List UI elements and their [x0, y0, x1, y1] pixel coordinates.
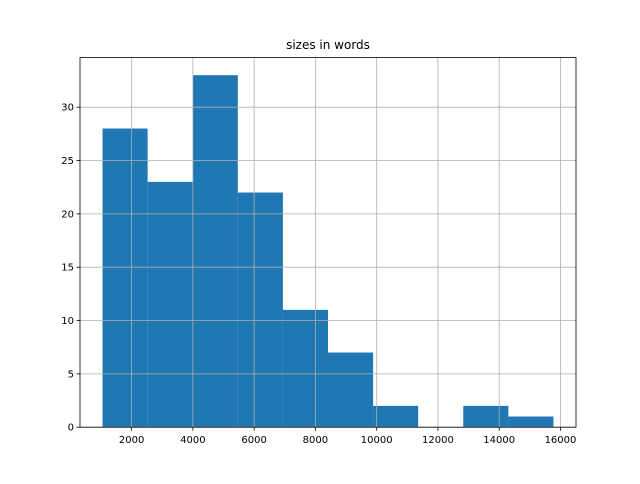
x-tick-label: 14000 [483, 435, 515, 446]
x-tick-label: 10000 [361, 435, 393, 446]
x-tick-label: 4000 [180, 435, 205, 446]
bar [508, 416, 554, 428]
chart-title: sizes in words [286, 38, 370, 52]
bar [282, 309, 328, 428]
y-tick-label: 15 [61, 263, 74, 274]
bar [328, 352, 374, 428]
x-tick-label: 6000 [241, 435, 266, 446]
y-tick-label: 10 [61, 316, 74, 327]
x-tick-label: 2000 [119, 435, 144, 446]
bar [463, 405, 509, 428]
x-tick-label: 8000 [303, 435, 328, 446]
y-tick-label: 30 [61, 103, 74, 114]
y-tick-label: 20 [61, 209, 74, 220]
axes-frame [79, 57, 577, 428]
y-tick-label: 0 [68, 423, 74, 434]
bar [373, 405, 419, 428]
bar [147, 181, 193, 428]
bar [102, 128, 148, 428]
y-tick-label: 25 [61, 156, 74, 167]
y-tick-label: 5 [68, 369, 74, 380]
bar [192, 75, 238, 428]
bar [237, 192, 283, 428]
x-tick-label: 16000 [545, 435, 577, 446]
x-tick-label: 12000 [422, 435, 454, 446]
